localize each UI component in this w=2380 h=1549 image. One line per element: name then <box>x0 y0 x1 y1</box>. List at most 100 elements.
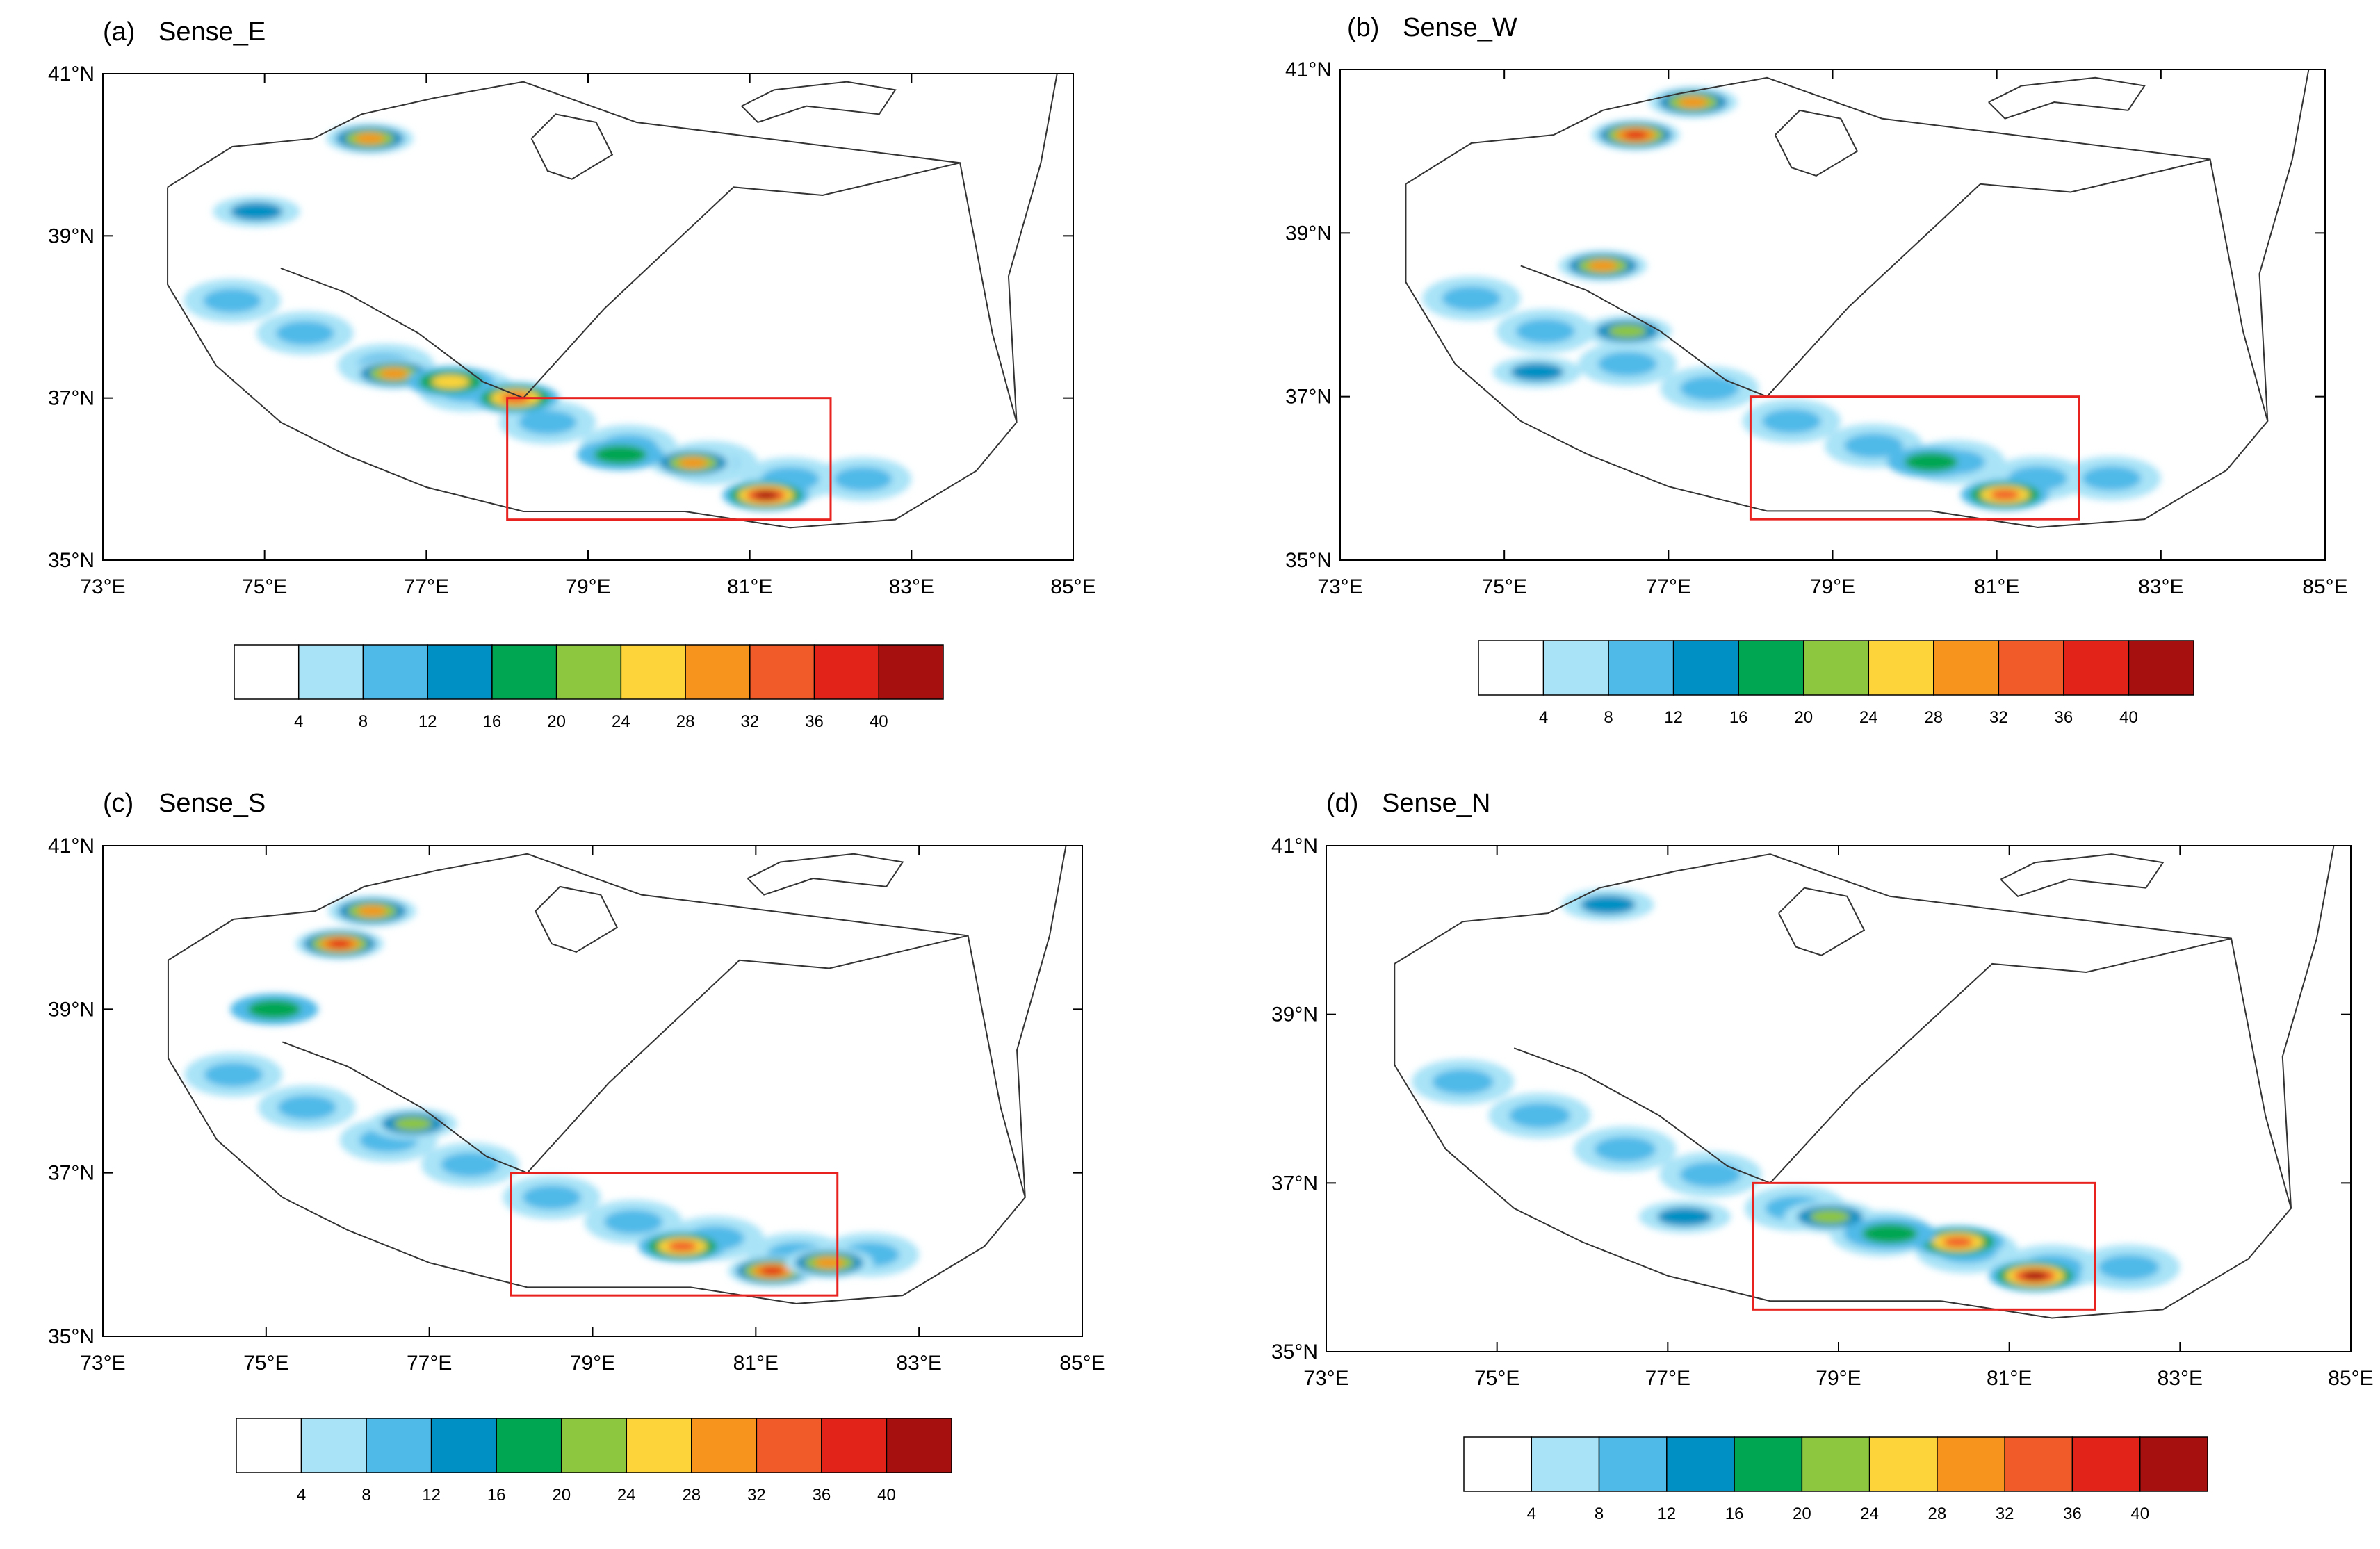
panel-title: Sense_W <box>1403 13 1517 42</box>
field-cell <box>814 1257 845 1268</box>
colorbar-segment <box>1937 1436 2005 1492</box>
lon-tick-label: 79°E <box>1810 575 1855 598</box>
panel-title: Sense_E <box>158 17 266 47</box>
colorbar-segment <box>756 1418 822 1473</box>
lon-tick-label: 73°E <box>1303 1367 1348 1390</box>
field-cell <box>1861 1224 1918 1244</box>
colorbar-label: 20 <box>552 1486 571 1505</box>
precipitation-field <box>1422 86 2161 511</box>
lon-tick-label: 75°E <box>243 1352 288 1375</box>
field-cell <box>1942 1236 1974 1248</box>
field-cell-mid <box>1432 1069 1494 1095</box>
lat-tick-label: 41°N <box>1271 835 1318 858</box>
lat-tick-label: 39°N <box>48 224 95 247</box>
field-cell <box>2022 1271 2048 1281</box>
field-cell <box>1510 362 1564 382</box>
colorbar-label: 16 <box>1729 708 1748 727</box>
panel-title: Sense_S <box>158 789 266 818</box>
colorbar-segment <box>2139 1436 2208 1492</box>
region-outline <box>1405 76 2269 528</box>
colorbar-segment <box>1734 1436 1803 1492</box>
lake-outline <box>741 81 897 124</box>
field-cell-mid <box>1679 376 1739 401</box>
colorbar-segment <box>1542 640 1609 696</box>
lon-tick-label: 83°E <box>2138 575 2183 598</box>
lat-tick-label: 35°N <box>48 1325 95 1348</box>
field-cell-mid <box>277 1095 336 1120</box>
lon-tick-label: 75°E <box>1481 575 1526 598</box>
field-cell-mid <box>518 410 577 435</box>
lon-tick-label: 85°E <box>1059 1352 1105 1375</box>
field-cell-mid <box>1508 1103 1571 1129</box>
colorbar-segment <box>366 1418 432 1473</box>
study-region-box <box>510 1172 839 1297</box>
colorbar-segment <box>2071 1436 2141 1492</box>
region-outline <box>167 853 1026 1304</box>
lat-tick-label: 37°N <box>48 1162 95 1185</box>
colorbar-segment <box>626 1418 692 1473</box>
colorbar-segment <box>2004 1436 2073 1492</box>
lon-tick-label: 77°E <box>404 575 449 598</box>
colorbar-segment <box>886 1418 952 1473</box>
colorbar-label: 32 <box>747 1486 766 1505</box>
east-boundary <box>2281 845 2335 1208</box>
field-cell-mid <box>1442 286 1501 311</box>
field-cell <box>230 202 283 221</box>
colorbar-label: 24 <box>1859 708 1878 727</box>
colorbar-segment <box>491 644 557 700</box>
panel-a: (a) Sense_E 73°E 75°E 77°E 79°E 81°E 83°E 85°E… <box>48 17 1096 731</box>
colorbar-label: 12 <box>1664 708 1683 727</box>
field-cell-mid <box>203 288 262 313</box>
lon-tick-label: 83°E <box>896 1352 941 1375</box>
panel-title: Sense_N <box>1382 789 1490 818</box>
field-cell <box>1810 1209 1850 1224</box>
colorbar-segment <box>813 644 880 700</box>
colorbar-label: 16 <box>483 712 502 731</box>
east-boundary <box>2258 69 2310 422</box>
lat-tick-label: 41°N <box>48 835 95 858</box>
study-region-box <box>1752 1181 2096 1311</box>
lon-tick-label: 73°E <box>80 1352 125 1375</box>
colorbar-label: 36 <box>805 712 824 731</box>
colorbar-label: 12 <box>418 712 437 731</box>
lon-tick-label: 85°E <box>1050 575 1095 598</box>
colorbar-label: 28 <box>1928 1505 1947 1523</box>
field-cell <box>432 375 470 388</box>
field-cell <box>379 368 409 379</box>
field-cell-mid <box>1844 433 1904 458</box>
lat-tick-label: 41°N <box>1285 58 1332 81</box>
field-cell <box>247 999 301 1019</box>
lake-outline <box>747 853 904 896</box>
field-cell <box>1623 130 1648 140</box>
precipitation-field <box>184 895 920 1287</box>
colorbar-segment <box>555 644 622 700</box>
colorbar-segment <box>1598 1436 1668 1492</box>
colorbar-label: 8 <box>361 1486 370 1505</box>
field-cell-mid <box>2082 466 2142 491</box>
field-cell <box>1588 260 1618 271</box>
field-cell-mid <box>1515 318 1575 344</box>
colorbar-label: 16 <box>1725 1505 1744 1523</box>
lat-tick-label: 35°N <box>1271 1341 1318 1363</box>
lon-tick-label: 77°E <box>1645 1367 1690 1390</box>
colorbar-label: 20 <box>1794 708 1813 727</box>
field-cell <box>394 1117 432 1131</box>
colorbar-segment <box>300 1418 367 1473</box>
colorbar-segment <box>427 644 493 700</box>
colorbar-label: 40 <box>877 1486 896 1505</box>
colorbar-segment <box>685 644 751 700</box>
colorbar-label: 32 <box>1996 1505 2014 1523</box>
colorbar-label: 16 <box>487 1486 506 1505</box>
colorbar-segment <box>1802 640 1870 696</box>
panel-label: (c) <box>103 789 133 818</box>
lat-tick-label: 37°N <box>1285 386 1332 409</box>
study-region-box <box>506 397 832 521</box>
lon-tick-label: 83°E <box>2158 1367 2203 1390</box>
lake-outline <box>2000 853 2165 897</box>
colorbar-label: 8 <box>1595 1505 1604 1523</box>
lon-tick-label: 85°E <box>2328 1367 2373 1390</box>
field-cell <box>327 940 352 949</box>
region-outline <box>1394 853 2292 1319</box>
colorbar-label: 28 <box>1924 708 1943 727</box>
lat-tick-label: 39°N <box>1271 1003 1318 1026</box>
